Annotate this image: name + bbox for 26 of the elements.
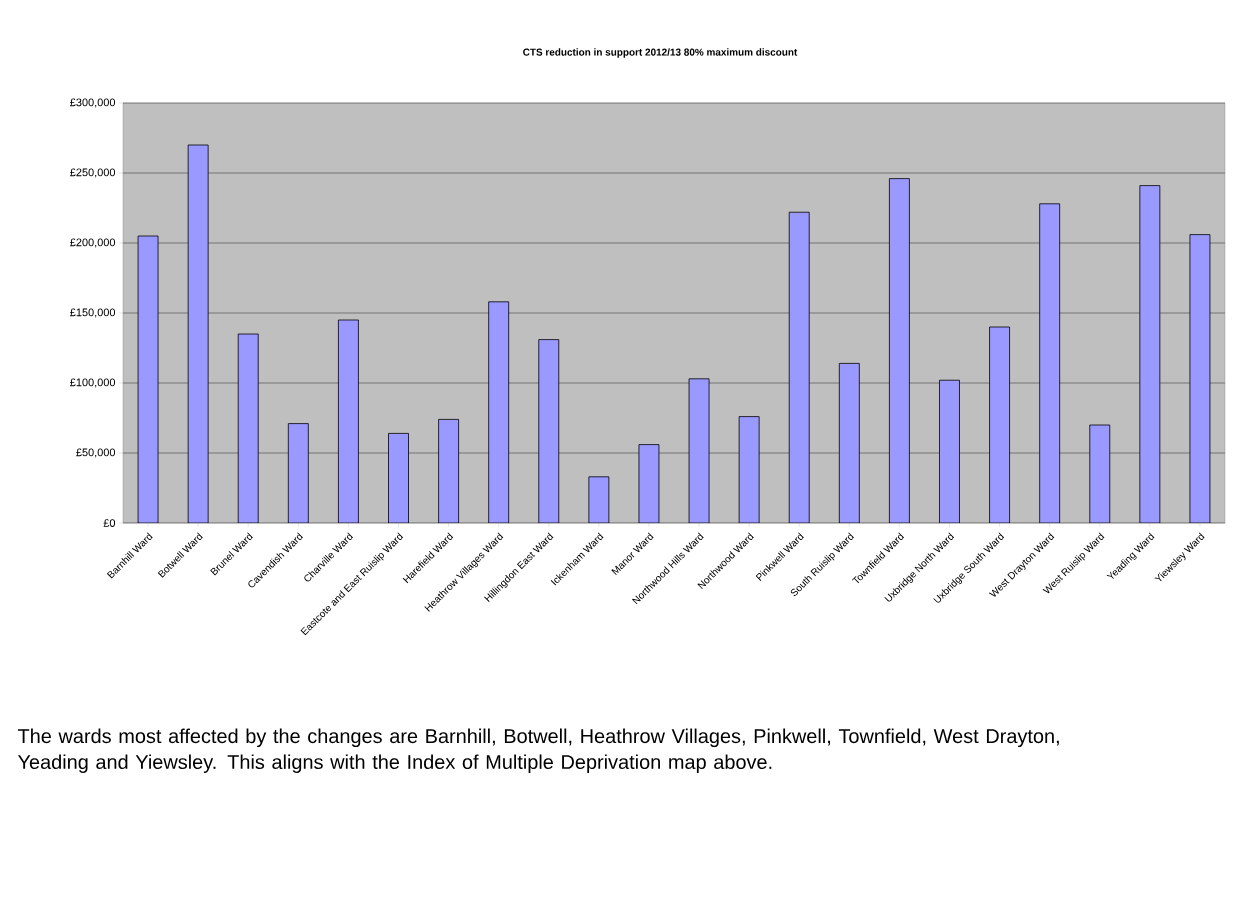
bar	[237, 333, 259, 523]
bar	[1089, 424, 1111, 523]
bar	[788, 211, 810, 523]
y-tick-label: £300,000	[70, 98, 116, 108]
bar	[287, 423, 309, 523]
bar	[1189, 234, 1211, 523]
bar	[187, 144, 209, 523]
y-tick-label: £250,000	[70, 168, 116, 178]
bar	[939, 379, 960, 523]
bar	[488, 301, 510, 523]
y-tick-label: £150,000	[70, 308, 116, 318]
bar	[889, 178, 910, 523]
bar	[438, 419, 459, 523]
y-tick-label: £50,000	[76, 448, 116, 458]
bar	[838, 363, 860, 523]
y-tick-label: £100,000	[70, 378, 116, 388]
y-tick-label: £0	[103, 519, 116, 527]
bar	[538, 339, 560, 523]
y-tick-label: £200,000	[70, 238, 116, 248]
text: The wards most affected by the changes are Barnhill, Botwell, Heathrow Villages, Pinkwell, Townfield, West Drayton, Yeading and Yiewsley. This aligns with the Index of Multiple Deprivation map above.	[17, 728, 1059, 773]
bar	[388, 433, 409, 523]
bar	[1039, 203, 1061, 523]
bar	[1139, 185, 1161, 523]
bar	[989, 326, 1010, 523]
bar	[338, 319, 359, 523]
chart-title: CTS reduction in support 2012/13 80% maximum discount	[523, 48, 798, 58]
